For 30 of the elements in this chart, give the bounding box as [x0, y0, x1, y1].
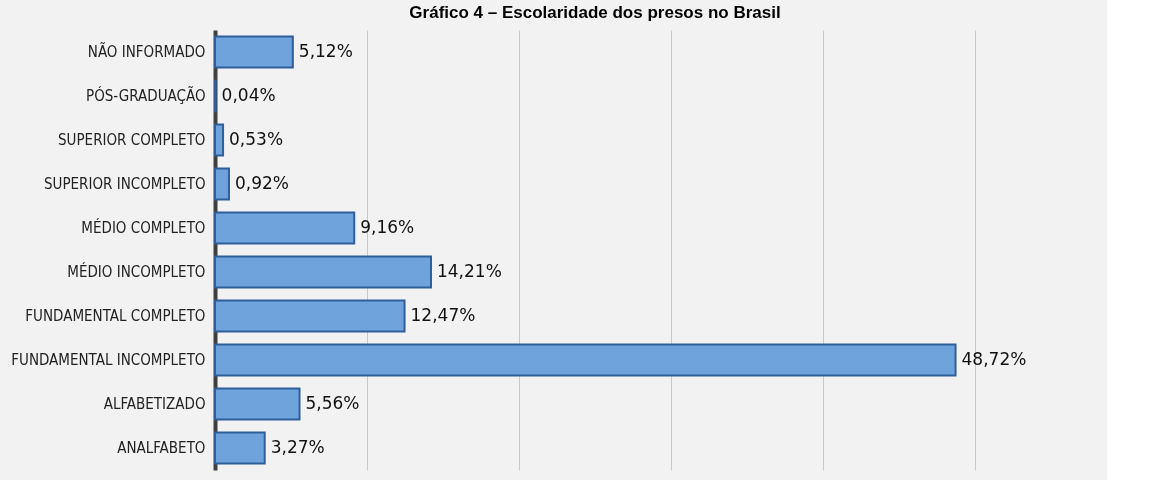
- bar: [214, 167, 230, 201]
- data-label: 48,72%: [961, 349, 1027, 369]
- data-label: 9,16%: [360, 217, 415, 237]
- y-tick-label: SUPERIOR COMPLETO: [58, 131, 206, 149]
- y-tick-label: FUNDAMENTAL INCOMPLETO: [11, 351, 206, 369]
- bar: [214, 211, 356, 245]
- y-tick-label: ALFABETIZADO: [103, 395, 206, 413]
- bar: [214, 387, 301, 421]
- data-label: 3,27%: [270, 437, 325, 457]
- y-tick-label: NÃO INFORMADO: [87, 42, 206, 61]
- y-tick-label: SUPERIOR INCOMPLETO: [43, 175, 206, 193]
- bar: [214, 299, 406, 333]
- data-label: 14,21%: [436, 261, 502, 281]
- chart-title: Gráfico 4 – Escolaridade dos presos no Brasil: [409, 3, 781, 22]
- y-tick-label: MÉDIO INCOMPLETO: [67, 262, 206, 281]
- y-tick-label: PÓS-GRADUAÇÃO: [86, 86, 206, 105]
- bar: [214, 431, 266, 465]
- data-label: 0,04%: [221, 85, 276, 105]
- bar: [214, 123, 225, 157]
- bar: [214, 343, 957, 377]
- data-label: 5,56%: [305, 393, 360, 413]
- data-label: 12,47%: [410, 305, 476, 325]
- bar: [214, 255, 432, 289]
- y-tick-label: ANALFABETO: [117, 439, 206, 457]
- data-label: 0,53%: [229, 129, 284, 149]
- data-label: 0,92%: [234, 173, 289, 193]
- bar: [214, 35, 294, 69]
- y-tick-label: FUNDAMENTAL COMPLETO: [25, 307, 206, 325]
- data-label: 5,12%: [298, 41, 353, 61]
- y-tick-label: MÉDIO COMPLETO: [81, 218, 206, 237]
